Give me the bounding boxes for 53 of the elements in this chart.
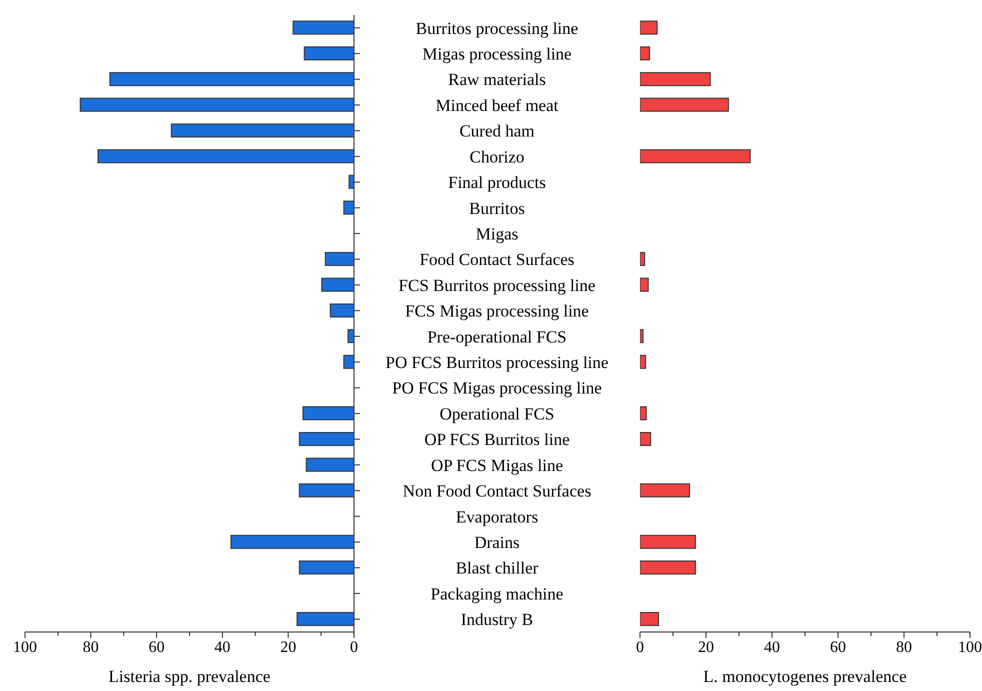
y-tick-label: Packaging machine [430, 584, 564, 604]
y-tick-label: FCS Burritos processing line [398, 276, 596, 295]
x-tick-label: 40 [214, 639, 230, 656]
bar [640, 432, 652, 446]
x-tick-label: 60 [830, 639, 846, 656]
bar [640, 252, 646, 266]
x-tick-label: 20 [698, 639, 714, 656]
y-tick-label: Burritos processing line [416, 18, 578, 38]
y-tick-label: Migas [476, 224, 518, 244]
y-tick-label: FCS Migas processing line [405, 302, 589, 321]
x-tick-label: 100 [13, 639, 37, 656]
y-tick-label: Minced beef meat [436, 96, 559, 115]
bar [640, 612, 659, 626]
bar [640, 534, 696, 549]
bar [640, 483, 690, 498]
x-tick-label: 40 [764, 639, 780, 656]
x-tick-label: 0 [350, 639, 358, 656]
y-tick-label: Blast chiller [456, 558, 539, 578]
bar [640, 278, 649, 292]
y-tick-label: Chorizo [470, 147, 524, 166]
bar [640, 72, 711, 86]
y-tick-label: Operational FCS [440, 404, 554, 424]
y-tick-label: PO FCS Burritos processing line [386, 353, 608, 372]
x-tick-label: 20 [280, 639, 296, 656]
y-tick-label: Food Contact Surfaces [420, 250, 574, 270]
bar [640, 46, 650, 60]
y-tick-label: Final products [448, 173, 546, 192]
x-tick-label: 80 [896, 639, 912, 656]
bar [640, 329, 644, 344]
y-tick-label: Pre-operational FCS [427, 327, 567, 346]
y-tick-label: OP FCS Burritos line [424, 430, 570, 450]
y-tick-label: Evaporators [456, 507, 538, 526]
y-tick-label: Cured ham [459, 122, 535, 141]
y-tick-label: Non Food Contact Surfaces [402, 482, 592, 501]
bar [640, 560, 696, 575]
x-axis-title: L. monocytogenes prevalence [703, 667, 907, 686]
y-tick-label: Migas processing line [422, 44, 572, 64]
bar [640, 98, 729, 112]
x-tick-label: 80 [82, 639, 99, 656]
y-tick-label: Drains [474, 532, 520, 552]
y-tick-label: Burritos [469, 198, 525, 218]
bar [640, 149, 751, 164]
y-tick-label: PO FCS Migas processing line [392, 378, 602, 398]
x-tick-label: 60 [148, 639, 165, 656]
bar [640, 354, 646, 369]
y-tick-label: OP FCS Migas line [430, 456, 564, 475]
x-tick-label: 0 [636, 639, 644, 656]
x-tick-label: 100 [958, 639, 982, 656]
y-tick-label: Raw materials [448, 70, 546, 90]
bar [640, 406, 647, 420]
y-tick-label: Industry B [460, 610, 534, 630]
x-axis-title: Listeria spp. prevalence [108, 667, 270, 686]
bar [640, 20, 658, 35]
